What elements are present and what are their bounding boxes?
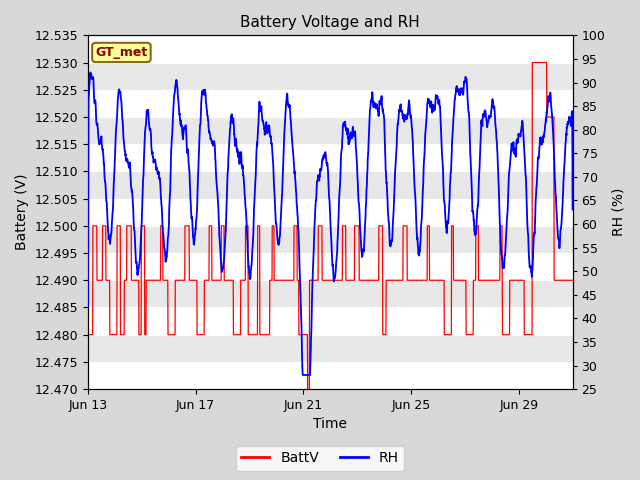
Bar [88, 62, 573, 90]
Text: GT_met: GT_met [95, 46, 148, 59]
Bar [88, 144, 573, 171]
Y-axis label: Battery (V): Battery (V) [15, 174, 29, 251]
Bar [88, 171, 573, 199]
Legend: BattV, RH: BattV, RH [236, 445, 404, 471]
Bar [88, 90, 573, 117]
Bar [88, 280, 573, 308]
Title: Battery Voltage and RH: Battery Voltage and RH [241, 15, 420, 30]
Bar [88, 226, 573, 253]
Bar [88, 253, 573, 280]
Bar [88, 308, 573, 335]
Bar [88, 362, 573, 389]
Bar [88, 199, 573, 226]
Bar [88, 36, 573, 62]
Y-axis label: RH (%): RH (%) [611, 188, 625, 237]
Bar [88, 335, 573, 362]
X-axis label: Time: Time [314, 418, 348, 432]
Bar [88, 117, 573, 144]
